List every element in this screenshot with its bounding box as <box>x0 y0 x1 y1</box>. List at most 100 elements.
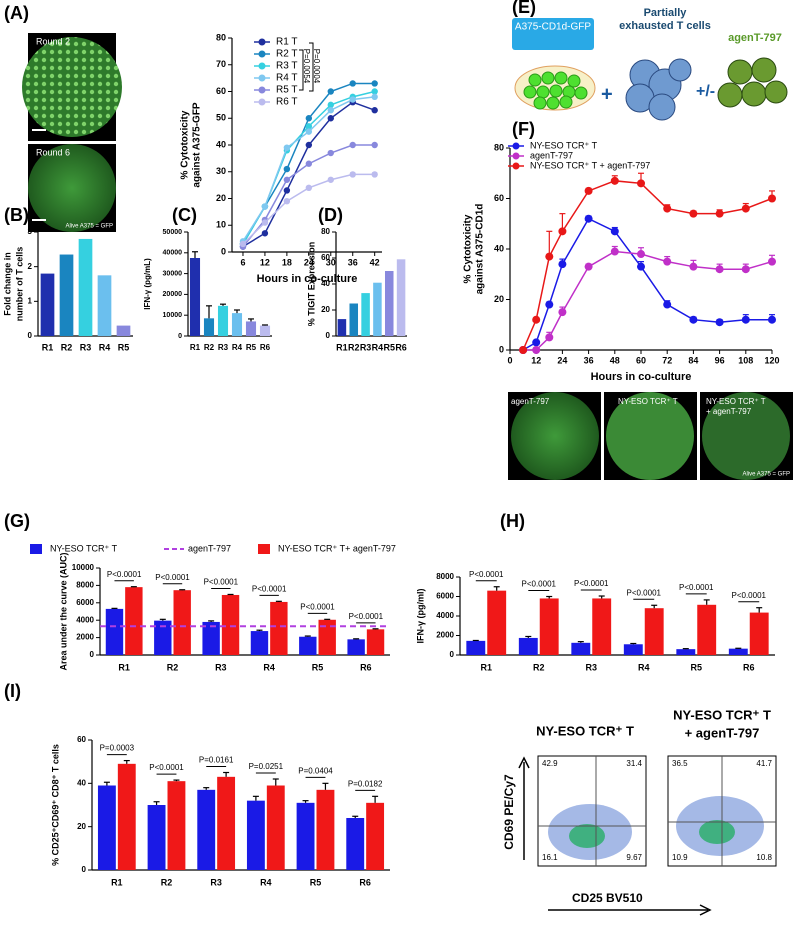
bar <box>349 303 359 336</box>
y-tick-label: 60 <box>321 253 330 262</box>
x-tick-label: R4 <box>638 662 650 672</box>
point <box>584 214 593 223</box>
y-tick-label: 6000 <box>76 598 94 607</box>
diagram-label: agenT-797 <box>728 32 782 44</box>
y-tick-label: 0 <box>221 246 226 256</box>
y-axis-label: Fold change in <box>2 252 12 316</box>
point <box>519 346 528 354</box>
bar <box>571 642 591 655</box>
bar <box>167 781 186 870</box>
bar <box>396 259 406 336</box>
y-tick-label: 8000 <box>436 572 454 581</box>
bar <box>203 318 215 336</box>
point <box>327 176 334 183</box>
bracket <box>309 42 314 92</box>
x-tick-label: R1 <box>190 343 201 352</box>
legend-label: R2 T <box>276 49 298 60</box>
bar <box>197 789 216 870</box>
x-tick-label: 12 <box>260 257 270 267</box>
point <box>584 186 593 195</box>
flow-title: NY-ESO TCR⁺ T <box>673 707 771 722</box>
bar <box>202 621 220 655</box>
y-tick-label: 4000 <box>76 615 94 624</box>
y-tick-label: 8000 <box>76 581 94 590</box>
legend-marker <box>258 50 266 58</box>
point <box>305 160 313 167</box>
x-tick-label: 24 <box>304 257 314 267</box>
image-label: NY-ESO TCR⁺ T <box>706 397 766 406</box>
bar <box>361 293 370 336</box>
point <box>663 300 672 309</box>
quadrant-value: 41.7 <box>756 759 772 768</box>
x-axis-label: Hours in co-culture <box>591 371 692 383</box>
point <box>349 141 356 149</box>
p-value: P<0.0001 <box>155 573 190 582</box>
legend-marker <box>258 86 266 94</box>
image-label: agenT-797 <box>511 397 550 406</box>
y-tick-label: 50000 <box>163 229 183 236</box>
point <box>371 171 378 178</box>
y-tick-label: 20 <box>494 294 504 304</box>
y-tick-label: 30000 <box>163 270 183 277</box>
bar <box>245 321 257 336</box>
point <box>545 333 554 342</box>
y-tick-label: 20000 <box>163 291 183 298</box>
p-value: P=0.0404 <box>298 766 333 775</box>
legend-label: R6 T <box>276 97 298 108</box>
bar <box>487 590 507 655</box>
y-tick-label: 60 <box>216 86 226 96</box>
panel-label: (I) <box>4 681 21 701</box>
quadrant-value: 31.4 <box>626 759 642 768</box>
x-tick-label: R6 <box>360 662 372 672</box>
point <box>305 141 313 149</box>
flow-axis-label: CD25 BV510 <box>572 891 643 905</box>
image-label: Round 6 <box>36 147 70 157</box>
y-tick-label: 60 <box>494 193 504 203</box>
x-tick-label: 6 <box>240 257 245 267</box>
flow-axis-label: CD69 PE/Cy7 <box>502 774 516 850</box>
x-tick-label: R3 <box>80 342 92 352</box>
x-tick-label: R4 <box>99 342 111 352</box>
point <box>532 338 541 347</box>
x-tick-label: 12 <box>531 355 541 365</box>
t-cells <box>625 58 692 121</box>
y-tick-label: 20 <box>216 193 226 203</box>
legend-label: NY-ESO TCR⁺ T+ agenT-797 <box>278 543 396 553</box>
bar <box>231 313 243 336</box>
bar <box>173 590 191 655</box>
x-tick-label: 120 <box>764 355 779 365</box>
panel-label: (D) <box>318 205 343 225</box>
well-image <box>22 37 122 137</box>
point <box>637 262 645 271</box>
bar <box>217 776 236 870</box>
bar <box>217 305 229 336</box>
panel-label: (H) <box>500 511 525 531</box>
bar <box>346 818 365 870</box>
bar <box>59 254 74 336</box>
point <box>283 187 291 194</box>
point <box>327 88 334 95</box>
x-tick-label: R5 <box>118 342 130 352</box>
y-tick-label: 30 <box>216 166 226 176</box>
legend-label: NY-ESO TCR⁺ T <box>530 140 598 150</box>
y-tick-label: 0 <box>326 331 331 340</box>
point <box>768 315 776 324</box>
point <box>689 262 698 271</box>
y-tick-label: 2000 <box>436 631 454 640</box>
symbol: +/- <box>696 83 715 100</box>
y-tick-label: 10 <box>216 220 226 230</box>
p-value: P<0.0001 <box>349 612 384 621</box>
point <box>545 252 554 261</box>
x-tick-label: R3 <box>215 662 227 672</box>
point <box>637 179 645 188</box>
bar <box>270 601 288 655</box>
y-tick-label: 50 <box>216 113 226 123</box>
point <box>532 315 541 324</box>
p-value: P<0.0001 <box>522 580 557 589</box>
bar <box>105 608 124 655</box>
y-axis-label: against A375-CD1d <box>475 204 486 295</box>
x-tick-label: R3 <box>360 342 372 352</box>
x-tick-label: R5 <box>312 662 324 672</box>
y-tick-label: 1 <box>28 296 33 305</box>
bracket <box>299 49 304 91</box>
